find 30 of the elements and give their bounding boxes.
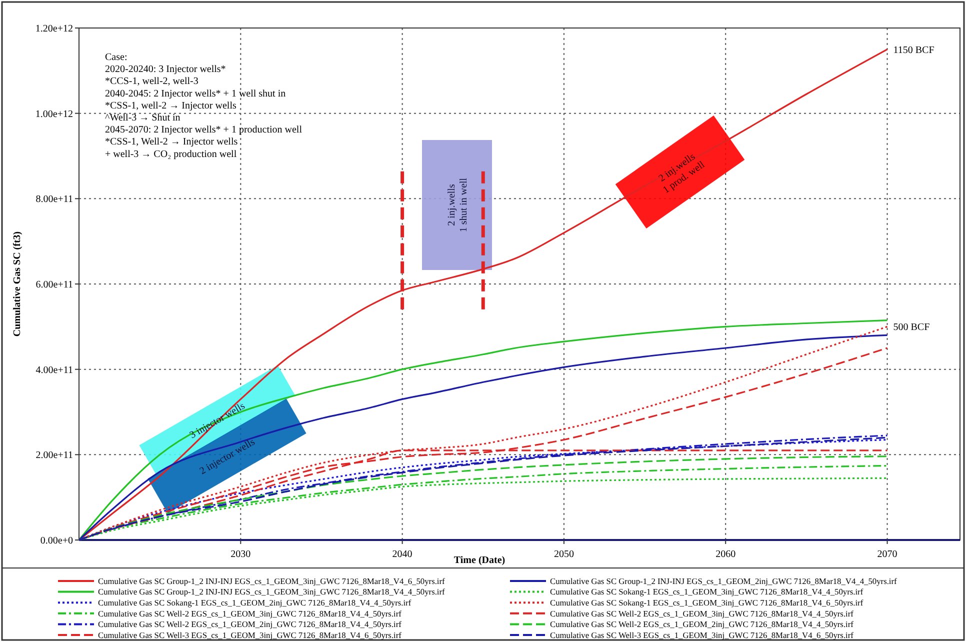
y-tick-label: 4.00e+11 — [36, 364, 73, 376]
annotation: 500 BCF — [893, 322, 930, 334]
legend-label: Cumulative Gas SC Well-2 EGS_cs_1_GEOM_2inj_GWC 7126_8Mar18_V4_4_50yrs.irf — [98, 620, 402, 630]
x-tick-label: 2070 — [877, 549, 898, 560]
legend-label: Cumulative Gas SC Well-3 EGS_cs_1_GEOM_3inj_GWC 7126_8Mar18_V4_6_50yrs.irf — [98, 630, 402, 640]
legend-label: Cumulative Gas SC Sokang-1 EGS_cs_1_GEOM_3inj_GWC 7126_8Mar18_V4_6_50yrs.irf — [550, 598, 864, 608]
y-tick-label: 1.00e+12 — [35, 108, 73, 120]
y-tick-label: 1.20e+12 — [35, 24, 73, 34]
y-axis-title: Cumulative Gas SC (ft3) — [12, 231, 23, 337]
y-tick-label: 0.00e+0 — [40, 536, 73, 546]
x-tick-label: 2040 — [392, 549, 412, 560]
legend-label: Cumulative Gas SC Sokang-1 EGS_cs_1_GEOM_3inj_GWC 7126_8Mar18_V4_4_50yrs.irf — [550, 588, 864, 597]
x-tick-label: 2060 — [716, 549, 736, 560]
y-tick-label: 2.00e+11 — [36, 450, 73, 462]
x-tick-label: 2050 — [554, 549, 574, 560]
y-tick-label: 6.00e+11 — [36, 280, 73, 290]
legend-label: Cumulative Gas SC Well-2 EGS_cs_1_GEOM_3inj_GWC 7126_8Mar18_V4_4_50yrs.irf — [550, 609, 854, 618]
legend-label: Cumulative Gas SC Well-3 EGS_cs_1_GEOM_3inj_GWC 7126_8Mar18_V4_6_50yrs.irf — [550, 630, 854, 640]
text: Case: 2020-20240: 3 Injector wells* *CCS-1, well-2, well-3 2040-2045: 2 Injector wells* + 1 well shut in *CSS-1, well-2 → Injector wells ^Well-3 → Shut in 2045-2070: 2 Injector wells* + 1 production well *CSS-1, Well-2 → Injector wells + well-3 → CO₂ production well — [105, 52, 302, 160]
legend-label: Cumulative Gas SC Sokang-1 EGS_cs_1_GEOM_2inj_GWC 7126_8Mar18_V4_4_50yrs.irf — [98, 598, 412, 608]
y-tick-label: 8.00e+11 — [36, 194, 73, 206]
legend-label: Cumulative Gas SC Well-2 EGS_cs_1_GEOM_3inj_GWC 7126_8Mar18_V4_4_50yrs.irf — [98, 609, 402, 618]
annotation: 2 inj.wells 1 shut in well — [446, 178, 470, 232]
legend-label: Cumulative Gas SC Group-1_2 INJ-INJ EGS_cs_1_GEOM_2inj_GWC 7126_8Mar18_V4_4_50yrs.irf — [550, 576, 898, 586]
x-tick-label: 2030 — [230, 549, 251, 560]
legend-label: Cumulative Gas SC Group-1_2 INJ-INJ EGS_cs_1_GEOM_3inj_GWC 7126_8Mar18_V4_6_50yrs.irf — [98, 576, 446, 586]
legend-label: Cumulative Gas SC Well-2 EGS_cs_1_GEOM_2inj_GWC 7126_8Mar18_V4_4_50yrs.irf — [550, 620, 854, 630]
legend-label: Cumulative Gas SC Group-1_2 INJ-INJ EGS_cs_1_GEOM_3inj_GWC 7126_8Mar18_V4_4_50yrs.irf — [98, 588, 446, 597]
annotation: 1150 BCF — [893, 44, 935, 56]
x-axis-title: Time (Date) — [454, 555, 506, 566]
